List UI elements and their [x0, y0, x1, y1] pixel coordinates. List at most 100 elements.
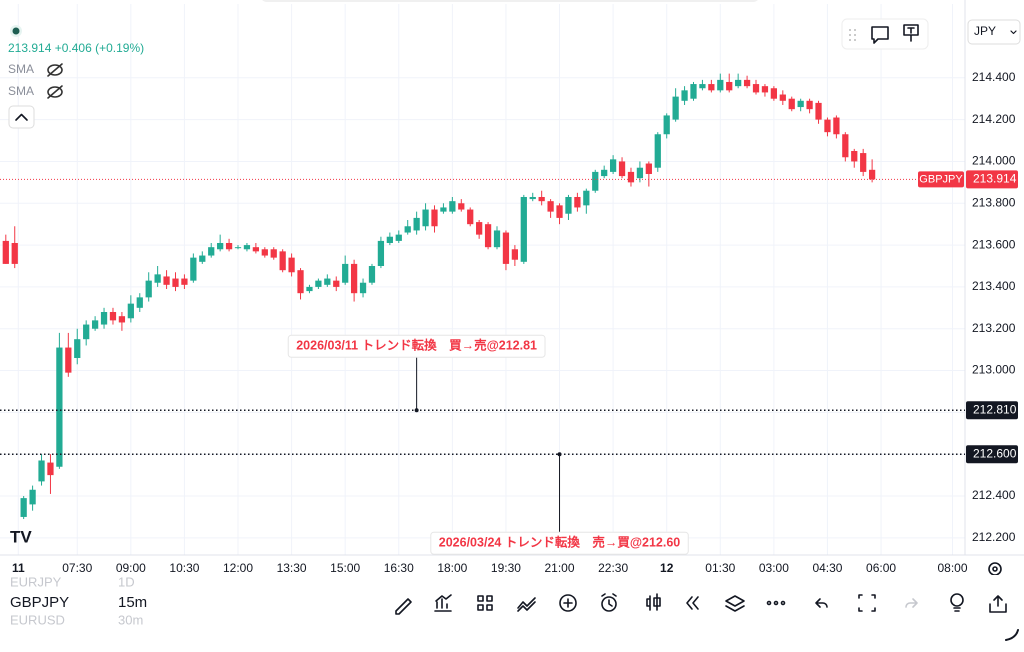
note-box [430, 531, 689, 555]
price-tag [966, 401, 1018, 420]
candle-body [583, 190, 590, 206]
price-tag-text: 213.914 [973, 172, 1017, 186]
candle-body [672, 96, 679, 120]
candle-body [172, 278, 179, 287]
plot-layer [2, 73, 876, 520]
more-tool[interactable] [766, 600, 772, 606]
comment-icon[interactable] [871, 26, 889, 44]
indicator[interactable]: SMA [8, 62, 34, 76]
candle-body [467, 209, 474, 225]
add-tool[interactable] [559, 594, 577, 612]
candle-body [261, 249, 268, 256]
candle-body [717, 79, 724, 91]
candle-body [511, 249, 519, 260]
status-dot [12, 27, 20, 35]
note-text: 2026/03/11 トレンド転換 買→売@212.81 [296, 338, 537, 353]
y-tick-label: 212.200 [972, 530, 1016, 544]
x-tick-label: 22:30 [598, 561, 628, 575]
hidden-icon[interactable] [47, 85, 63, 99]
undo-tool[interactable] [815, 598, 828, 608]
y-tick-label: 213.200 [972, 321, 1016, 335]
candle-body [654, 134, 661, 168]
y-tick-label: 213.400 [972, 279, 1016, 293]
indicator[interactable]: SMA [8, 84, 34, 98]
compare-tool[interactable] [517, 597, 536, 612]
candle-body [851, 150, 858, 162]
y-tick-label: 213.000 [972, 363, 1016, 377]
candle-body [74, 339, 81, 359]
candle-body [413, 217, 420, 231]
candle-body [83, 324, 90, 340]
logo: TV [10, 527, 32, 546]
grid-layer [0, 0, 965, 555]
candle-body [690, 84, 697, 99]
draw-tool[interactable] [395, 598, 412, 615]
candle-body [815, 102, 822, 120]
layout-tool[interactable] [477, 595, 493, 611]
alert-tool[interactable] [601, 596, 617, 612]
currency: JPY [974, 24, 996, 38]
drawing-toolbar [841, 18, 929, 50]
watch-symbol[interactable]: EURJPY [10, 574, 62, 589]
x-tick-label: 21:00 [545, 561, 575, 575]
drag-handle[interactable] [849, 29, 856, 41]
chevron-up [15, 113, 28, 121]
candle-body [225, 242, 233, 250]
candle-body [824, 119, 831, 133]
candle-body [163, 276, 170, 285]
candle-body [520, 196, 527, 262]
candle-body [100, 312, 108, 325]
watch-interval[interactable]: 1D [118, 574, 135, 589]
settings-icon[interactable] [988, 562, 1002, 576]
candle-body [458, 203, 465, 210]
text-icon[interactable] [903, 24, 919, 42]
candle-body [297, 270, 304, 294]
collapse-button[interactable] [8, 105, 35, 129]
watch-symbol[interactable]: EURUSD [10, 612, 65, 627]
y-tick-label: 213.800 [972, 195, 1016, 209]
watch-interval[interactable]: 15m [118, 594, 147, 611]
x-tick-label: 18:00 [437, 561, 467, 575]
candle-body [547, 201, 554, 212]
candle-body [243, 245, 251, 250]
candle-body [788, 98, 795, 110]
top-handle [262, 0, 758, 2]
layers-tool[interactable] [725, 595, 745, 612]
candle-body [306, 286, 313, 292]
candle-body [29, 489, 36, 505]
quote: 213.914 +0.406 (+0.19%) [8, 41, 144, 55]
ideas-tool[interactable] [950, 593, 964, 607]
share-tool[interactable] [989, 595, 1007, 613]
hidden-icon[interactable] [47, 63, 63, 77]
candle-body [20, 498, 27, 517]
candle-body [538, 196, 545, 202]
corner-icon [1005, 629, 1019, 641]
note-text: 2026/03/24 トレンド転換 売→買@212.60 [439, 535, 681, 550]
candle-body [609, 159, 617, 172]
candle-body [279, 251, 286, 271]
x-tick-label: 09:00 [116, 561, 146, 575]
watch-symbol[interactable]: GBPJPY [10, 594, 69, 611]
price-tag-text: 212.810 [973, 402, 1017, 416]
candle-body [252, 247, 260, 252]
y-tick-label: 212.400 [972, 488, 1016, 502]
candle-body [190, 257, 197, 281]
x-tick-label: 01:30 [705, 561, 735, 575]
currency-select[interactable] [967, 19, 1021, 45]
candle-body [440, 207, 447, 212]
candle-body [181, 278, 188, 285]
bar-type-tool[interactable] [646, 593, 661, 611]
note-anchor [414, 408, 419, 413]
candle-body [234, 247, 242, 249]
candle-body [770, 88, 778, 99]
watch-interval[interactable]: 30m [118, 612, 143, 627]
redo-tool[interactable] [905, 598, 918, 608]
x-tick-label: 08:00 [937, 561, 967, 575]
candle-body [842, 134, 849, 158]
candle-body [136, 297, 143, 308]
price-tag [966, 445, 1018, 464]
replay-tool[interactable] [686, 596, 699, 610]
fullscreen-tool[interactable] [858, 594, 876, 612]
indicators-tool[interactable] [434, 594, 452, 612]
note-anchor [557, 452, 562, 457]
